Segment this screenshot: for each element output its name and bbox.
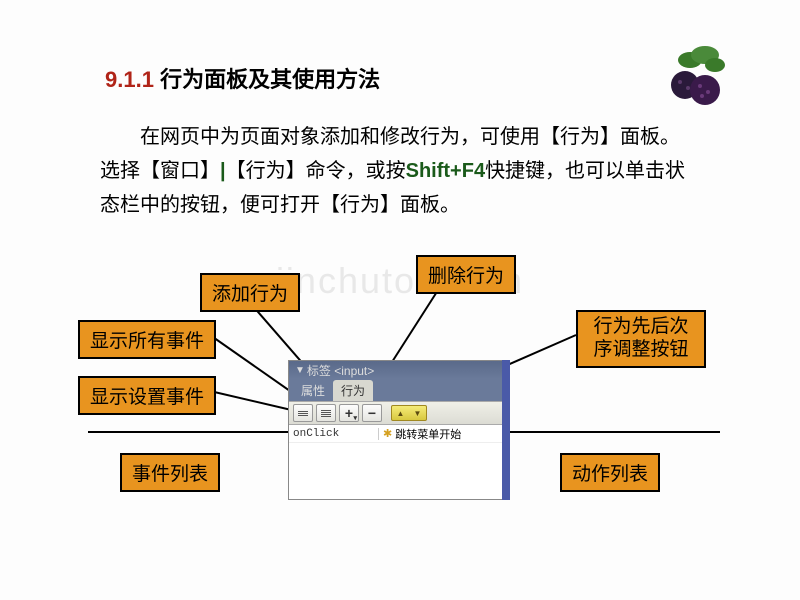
callout-order-buttons: 行为先后次序调整按钮 xyxy=(576,310,706,368)
callout-show-all-events: 显示所有事件 xyxy=(78,320,216,359)
callout-event-list: 事件列表 xyxy=(120,453,220,492)
behavior-row[interactable]: onClick ✱ 跳转菜单开始 xyxy=(289,425,507,443)
show-set-events-button[interactable] xyxy=(293,404,313,422)
panel-right-edge xyxy=(502,360,510,500)
callout-add-behavior: 添加行为 xyxy=(200,273,300,312)
panel-titlebar: ▼ 标签 <input> xyxy=(289,361,507,379)
heading-number: 9.1.1 xyxy=(105,67,154,92)
collapse-triangle-icon[interactable]: ▼ xyxy=(295,365,305,376)
show-all-events-button[interactable] xyxy=(316,404,336,422)
behaviors-panel: ▼ 标签 <input> 属性 行为 +▾ − ▲ ▼ onClick ✱ 跳转… xyxy=(288,360,508,500)
move-up-icon[interactable]: ▲ xyxy=(397,409,405,418)
body-paragraph: 在网页中为页面对象添加和修改行为，可使用【行为】面板。选择【窗口】|【行为】命令… xyxy=(100,120,690,222)
event-cell: onClick xyxy=(289,428,379,440)
tab-behaviors[interactable]: 行为 xyxy=(333,380,373,401)
panel-toolbar: +▾ − ▲ ▼ xyxy=(289,401,507,425)
panel-title: 标签 <input> xyxy=(307,362,374,379)
gear-icon: ✱ xyxy=(383,427,392,440)
callout-action-list: 动作列表 xyxy=(560,453,660,492)
remove-behavior-button[interactable]: − xyxy=(362,404,382,422)
tab-properties[interactable]: 属性 xyxy=(293,380,333,401)
action-cell: ✱ 跳转菜单开始 xyxy=(379,426,507,442)
section-heading: 9.1.1 行为面板及其使用方法 xyxy=(105,62,380,94)
callout-show-set-events: 显示设置事件 xyxy=(78,376,216,415)
callout-delete-behavior: 删除行为 xyxy=(416,255,516,294)
heading-title: 行为面板及其使用方法 xyxy=(160,67,380,92)
panel-tabs: 属性 行为 xyxy=(289,379,507,401)
add-behavior-button[interactable]: +▾ xyxy=(339,404,359,422)
move-down-icon[interactable]: ▼ xyxy=(414,409,422,418)
reorder-buttons[interactable]: ▲ ▼ xyxy=(391,405,427,421)
berry-decoration xyxy=(650,40,740,110)
